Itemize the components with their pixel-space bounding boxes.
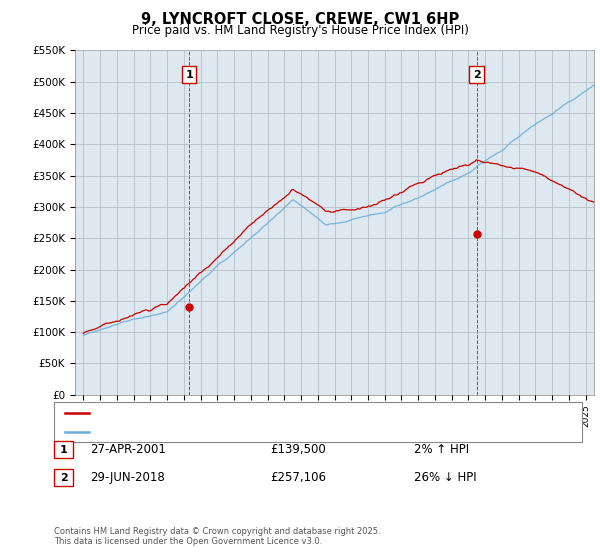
Text: 2: 2 [473, 69, 481, 80]
Text: 29-JUN-2018: 29-JUN-2018 [90, 471, 165, 484]
Text: 9, LYNCROFT CLOSE, CREWE, CW1 6HP: 9, LYNCROFT CLOSE, CREWE, CW1 6HP [141, 12, 459, 27]
Text: £257,106: £257,106 [270, 471, 326, 484]
Text: 2% ↑ HPI: 2% ↑ HPI [414, 443, 469, 456]
Text: Contains HM Land Registry data © Crown copyright and database right 2025.
This d: Contains HM Land Registry data © Crown c… [54, 526, 380, 546]
Text: 9, LYNCROFT CLOSE, CREWE, CW1 6HP (detached house): 9, LYNCROFT CLOSE, CREWE, CW1 6HP (detac… [95, 408, 392, 418]
Text: £139,500: £139,500 [270, 443, 326, 456]
Text: 26% ↓ HPI: 26% ↓ HPI [414, 471, 476, 484]
Text: 27-APR-2001: 27-APR-2001 [90, 443, 166, 456]
Text: HPI: Average price, detached house, Cheshire East: HPI: Average price, detached house, Ches… [95, 427, 359, 436]
Text: 2: 2 [60, 473, 67, 483]
Text: 1: 1 [60, 445, 67, 455]
Text: Price paid vs. HM Land Registry's House Price Index (HPI): Price paid vs. HM Land Registry's House … [131, 24, 469, 36]
Text: 1: 1 [185, 69, 193, 80]
